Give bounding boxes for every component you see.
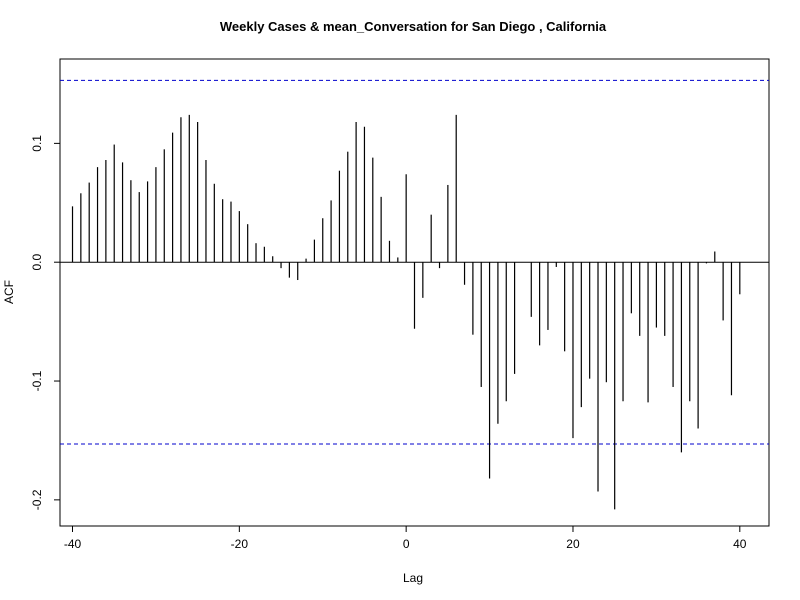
x-tick-label: -20: [231, 537, 249, 551]
y-tick-label: -0.2: [30, 489, 44, 510]
x-axis: -40 -20 0 20 40: [64, 526, 747, 551]
x-tick-label: 20: [566, 537, 580, 551]
y-tick-label: 0.0: [30, 254, 44, 271]
plot-frame: [59, 58, 770, 527]
y-axis-label: ACF: [2, 280, 16, 304]
y-axis: 0.1 0.0 -0.1 -0.2: [30, 135, 60, 510]
x-tick-label: 0: [403, 537, 410, 551]
y-tick-label: 0.1: [30, 135, 44, 152]
y-tick-label: -0.1: [30, 370, 44, 391]
x-axis-label: Lag: [403, 571, 423, 585]
chart-title: Weekly Cases & mean_Conversation for San…: [220, 19, 607, 34]
acf-spikes: [60, 79, 769, 510]
x-tick-label: -40: [64, 537, 82, 551]
x-tick-label: 40: [733, 537, 747, 551]
